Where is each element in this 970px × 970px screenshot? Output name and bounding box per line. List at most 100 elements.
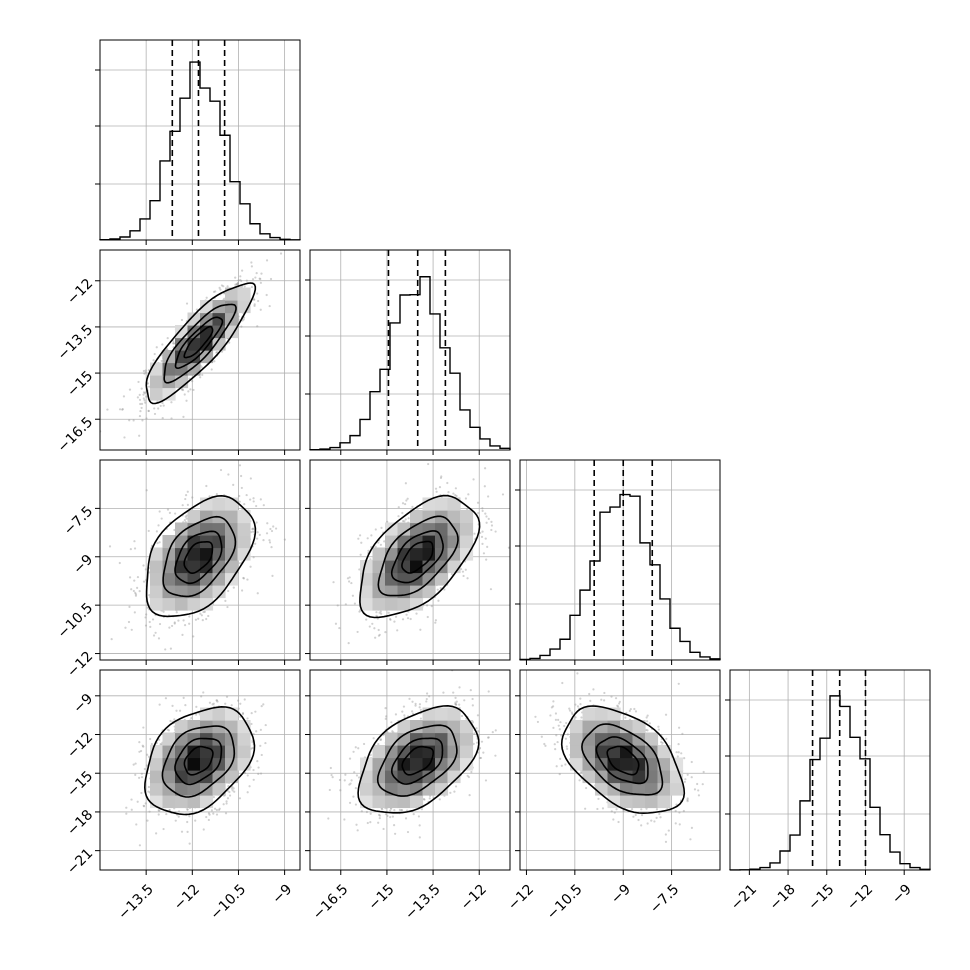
scatter-point <box>418 836 421 839</box>
scatter-point <box>262 504 265 507</box>
scatter-point <box>224 812 228 815</box>
scatter-point <box>219 288 222 291</box>
scatter-point <box>246 578 249 581</box>
scatter-point <box>147 529 150 533</box>
scatter-point <box>235 283 239 286</box>
scatter-point <box>236 281 239 285</box>
scatter-point <box>377 541 380 544</box>
scatter-point <box>454 494 457 497</box>
scatter-point <box>145 764 149 767</box>
scatter-point <box>215 699 219 702</box>
scatter-point <box>334 622 338 625</box>
scatter-point <box>489 588 493 591</box>
scatter-point <box>270 529 274 533</box>
scatter-point <box>406 617 410 620</box>
scatter-point <box>136 396 139 399</box>
scatter-point <box>130 628 133 631</box>
scatter-point <box>225 802 228 805</box>
scatter-point <box>152 634 156 637</box>
density-cell <box>237 287 251 301</box>
scatter-point <box>485 558 488 561</box>
scatter-point <box>246 774 249 777</box>
scatter-point <box>140 776 144 779</box>
scatter-point <box>259 744 262 747</box>
panel-frame-2-0 <box>99 459 301 661</box>
scatter-point <box>129 548 132 551</box>
scatter-point <box>180 830 184 833</box>
scatter-point <box>490 524 494 527</box>
scatter-point <box>344 603 347 606</box>
scatter-point <box>248 785 251 788</box>
scatter-point <box>161 416 164 420</box>
scatter-point <box>256 325 259 328</box>
scatter-point <box>227 473 230 476</box>
scatter-point <box>239 702 242 705</box>
scatter-point <box>228 794 232 797</box>
density-cell <box>150 572 164 586</box>
scatter-point <box>252 497 255 500</box>
scatter-point <box>208 495 211 498</box>
scatter-point <box>490 520 493 524</box>
scatter-point <box>197 617 200 620</box>
scatter-point <box>397 506 400 509</box>
scatter-point <box>165 812 168 816</box>
scatter-point <box>181 504 184 507</box>
scatter-point <box>128 576 132 579</box>
scatter-point <box>404 482 407 485</box>
scatter-point <box>467 493 470 496</box>
scatter-point <box>188 815 191 818</box>
scatter-point <box>205 484 208 488</box>
scatter-point <box>215 808 218 812</box>
scatter-point <box>462 574 465 578</box>
scatter-point <box>455 494 458 498</box>
scatter-point <box>224 702 227 705</box>
scatter-point <box>404 502 407 506</box>
scatter-point <box>254 276 257 279</box>
scatter-point <box>130 798 133 801</box>
scatter-point <box>265 259 269 262</box>
scatter-point <box>360 541 363 544</box>
histogram-frame-0 <box>99 39 301 241</box>
density-cell <box>435 535 449 549</box>
scatter-point <box>378 814 382 817</box>
panel-frame-1-0 <box>99 249 301 451</box>
scatter-point <box>242 318 245 321</box>
scatter-point <box>272 525 275 528</box>
scatter-point <box>173 718 176 721</box>
scatter-point <box>403 520 406 523</box>
scatter-point <box>252 768 255 772</box>
scatter-point <box>406 497 409 500</box>
scatter-point <box>384 631 387 634</box>
density-cell <box>237 745 251 759</box>
density-cell <box>397 535 411 549</box>
scatter-point <box>387 611 390 614</box>
scatter-point <box>188 622 191 625</box>
scatter-point <box>149 737 152 741</box>
density-cell <box>200 337 214 351</box>
scatter-point <box>188 842 191 845</box>
scatter-point <box>144 802 147 805</box>
scatter-point <box>250 261 253 264</box>
scatter-point <box>147 409 150 412</box>
scatter-point <box>214 290 217 293</box>
scatter-point <box>134 762 137 765</box>
scatter-point <box>501 493 505 496</box>
density-cell <box>447 510 461 524</box>
scatter-point <box>186 808 189 811</box>
density-cell <box>237 535 251 549</box>
density-cell <box>175 795 189 809</box>
scatter-point <box>240 325 243 328</box>
density-cell <box>212 732 226 746</box>
density-cell <box>175 572 189 586</box>
scatter-point <box>208 813 211 816</box>
scatter-point <box>411 505 414 508</box>
scatter-point <box>380 612 383 615</box>
scatter-point <box>242 577 245 580</box>
contour-2-1-2 <box>390 530 444 584</box>
scatter-point <box>123 436 126 439</box>
scatter-point <box>245 493 248 497</box>
scatter-point <box>133 611 136 614</box>
density-cell <box>422 572 436 586</box>
scatter-point <box>164 697 168 700</box>
scatter-point <box>138 414 142 418</box>
